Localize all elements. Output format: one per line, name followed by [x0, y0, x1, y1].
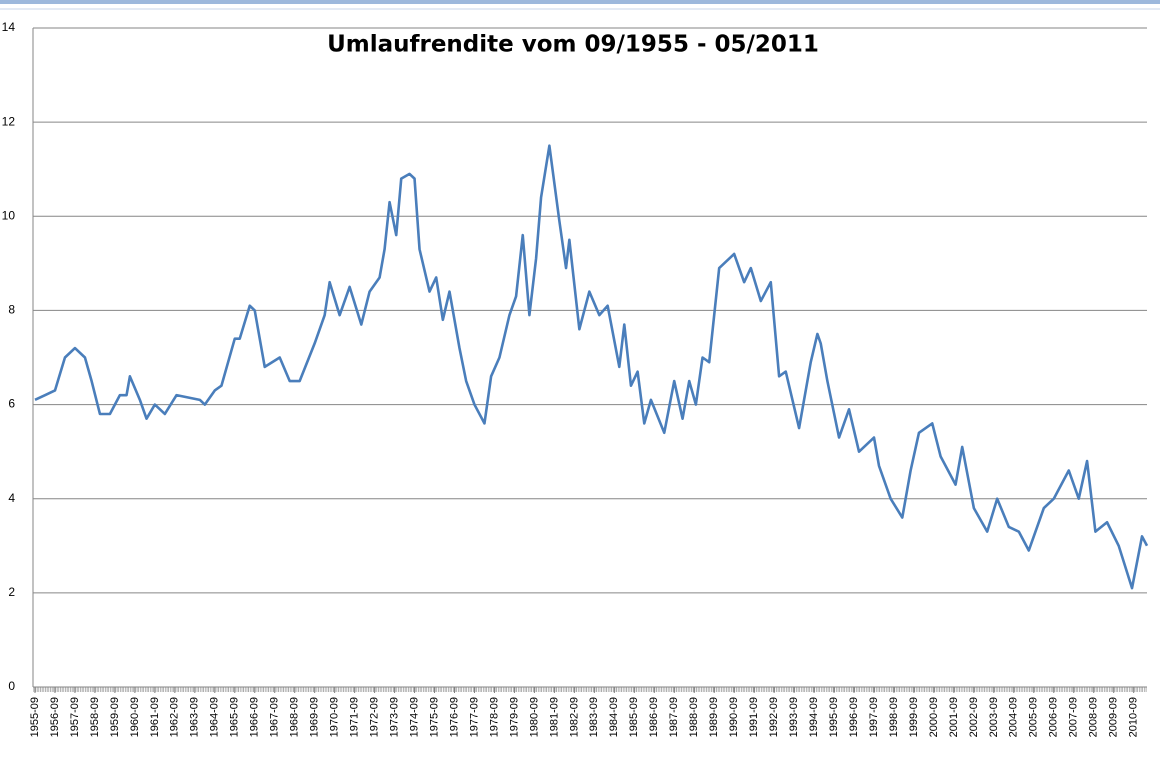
x-tick-label: 1971-09: [349, 697, 361, 737]
x-tick-label: 1969-09: [309, 697, 321, 737]
x-tick-label: 2002-09: [968, 697, 980, 737]
x-tick-label: 1970-09: [329, 697, 341, 737]
data-line: [34, 144, 1149, 590]
x-tick-label: 2008-09: [1088, 697, 1100, 737]
x-tick-label: 1999-09: [908, 697, 920, 737]
x-tick-label: 1998-09: [888, 697, 900, 737]
x-tick-label: 2009-09: [1108, 697, 1120, 737]
x-tick-label: 2004-09: [1008, 697, 1020, 737]
y-tick-label: 2: [8, 585, 15, 599]
x-tick-label: 1988-09: [688, 697, 700, 737]
x-tick-label: 1984-09: [608, 697, 620, 737]
x-tick-label: 1967-09: [269, 697, 281, 737]
y-tick-label: 10: [2, 208, 16, 222]
x-tick-label: 1978-09: [488, 697, 500, 737]
x-tick-label: 1977-09: [468, 697, 480, 737]
y-tick-label: 12: [2, 114, 16, 128]
x-tick-label: 1959-09: [109, 697, 121, 737]
x-tick-label: 1992-09: [768, 697, 780, 737]
x-tick-label: 1990-09: [728, 697, 740, 737]
x-tick-label: 2003-09: [988, 697, 1000, 737]
x-tick-label: 1955-09: [29, 697, 41, 737]
y-tick-label: 6: [8, 397, 15, 411]
y-tick-label: 14: [2, 20, 16, 34]
x-tick-label: 1979-09: [508, 697, 520, 737]
x-tick-label: 1993-09: [788, 697, 800, 737]
x-tick-label: 1974-09: [408, 697, 420, 737]
x-tick-label: 1975-09: [428, 697, 440, 737]
x-tick-label: 2000-09: [928, 697, 940, 737]
x-tick-label: 1997-09: [868, 697, 880, 737]
x-tick-label: 1965-09: [229, 697, 241, 737]
x-tick-label: 1987-09: [668, 697, 680, 737]
x-tick-label: 1962-09: [169, 697, 181, 737]
x-tick-label: 1960-09: [129, 697, 141, 737]
x-tick-label: 2006-09: [1048, 697, 1060, 737]
x-tick-label: 1964-09: [209, 697, 221, 737]
x-tick-label: 1983-09: [588, 697, 600, 737]
x-tick-label: 1973-09: [388, 697, 400, 737]
x-tick-label: 1996-09: [848, 697, 860, 737]
x-tick-label: 1972-09: [368, 697, 380, 737]
x-tick-label: 1966-09: [249, 697, 261, 737]
top-bar: [0, 0, 1160, 4]
x-tick-label: 2007-09: [1068, 697, 1080, 737]
chart-title: Umlaufrendite vom 09/1955 - 05/2011: [327, 32, 819, 58]
x-tick-label: 1994-09: [808, 697, 820, 737]
x-tick-label: 1957-09: [69, 697, 81, 737]
x-tick-label: 2001-09: [948, 697, 960, 737]
y-tick-label: 8: [8, 303, 15, 317]
minor-ticks: [33, 687, 1147, 692]
x-tick-label: 1991-09: [748, 697, 760, 737]
x-tick-label: 2010-09: [1128, 697, 1140, 737]
x-tick-label: 2005-09: [1028, 697, 1040, 737]
x-tick-label: 1985-09: [628, 697, 640, 737]
x-tick-label: 1980-09: [528, 697, 540, 737]
x-tick-label: 1986-09: [648, 697, 660, 737]
x-tick-label: 1989-09: [708, 697, 720, 737]
y-tick-label: 4: [8, 491, 15, 505]
x-tick-label: 1981-09: [548, 697, 560, 737]
x-tick-label: 1995-09: [828, 697, 840, 737]
x-tick-label: 1958-09: [89, 697, 101, 737]
y-tick-label: 0: [8, 679, 15, 693]
x-tick-label: 1956-09: [49, 697, 61, 737]
x-tick-label: 1976-09: [448, 697, 460, 737]
x-tick-label: 1961-09: [149, 697, 161, 737]
x-tick-label: 1968-09: [289, 697, 301, 737]
x-tick-label: 1982-09: [568, 697, 580, 737]
x-tick-label: 1963-09: [189, 697, 201, 737]
